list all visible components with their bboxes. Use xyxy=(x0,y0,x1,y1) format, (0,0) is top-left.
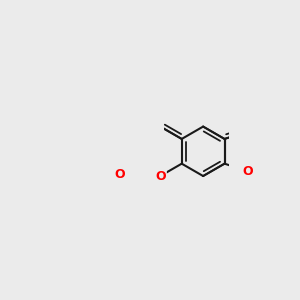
Text: O: O xyxy=(155,169,166,182)
Text: O: O xyxy=(243,165,254,178)
Text: O: O xyxy=(114,168,125,181)
